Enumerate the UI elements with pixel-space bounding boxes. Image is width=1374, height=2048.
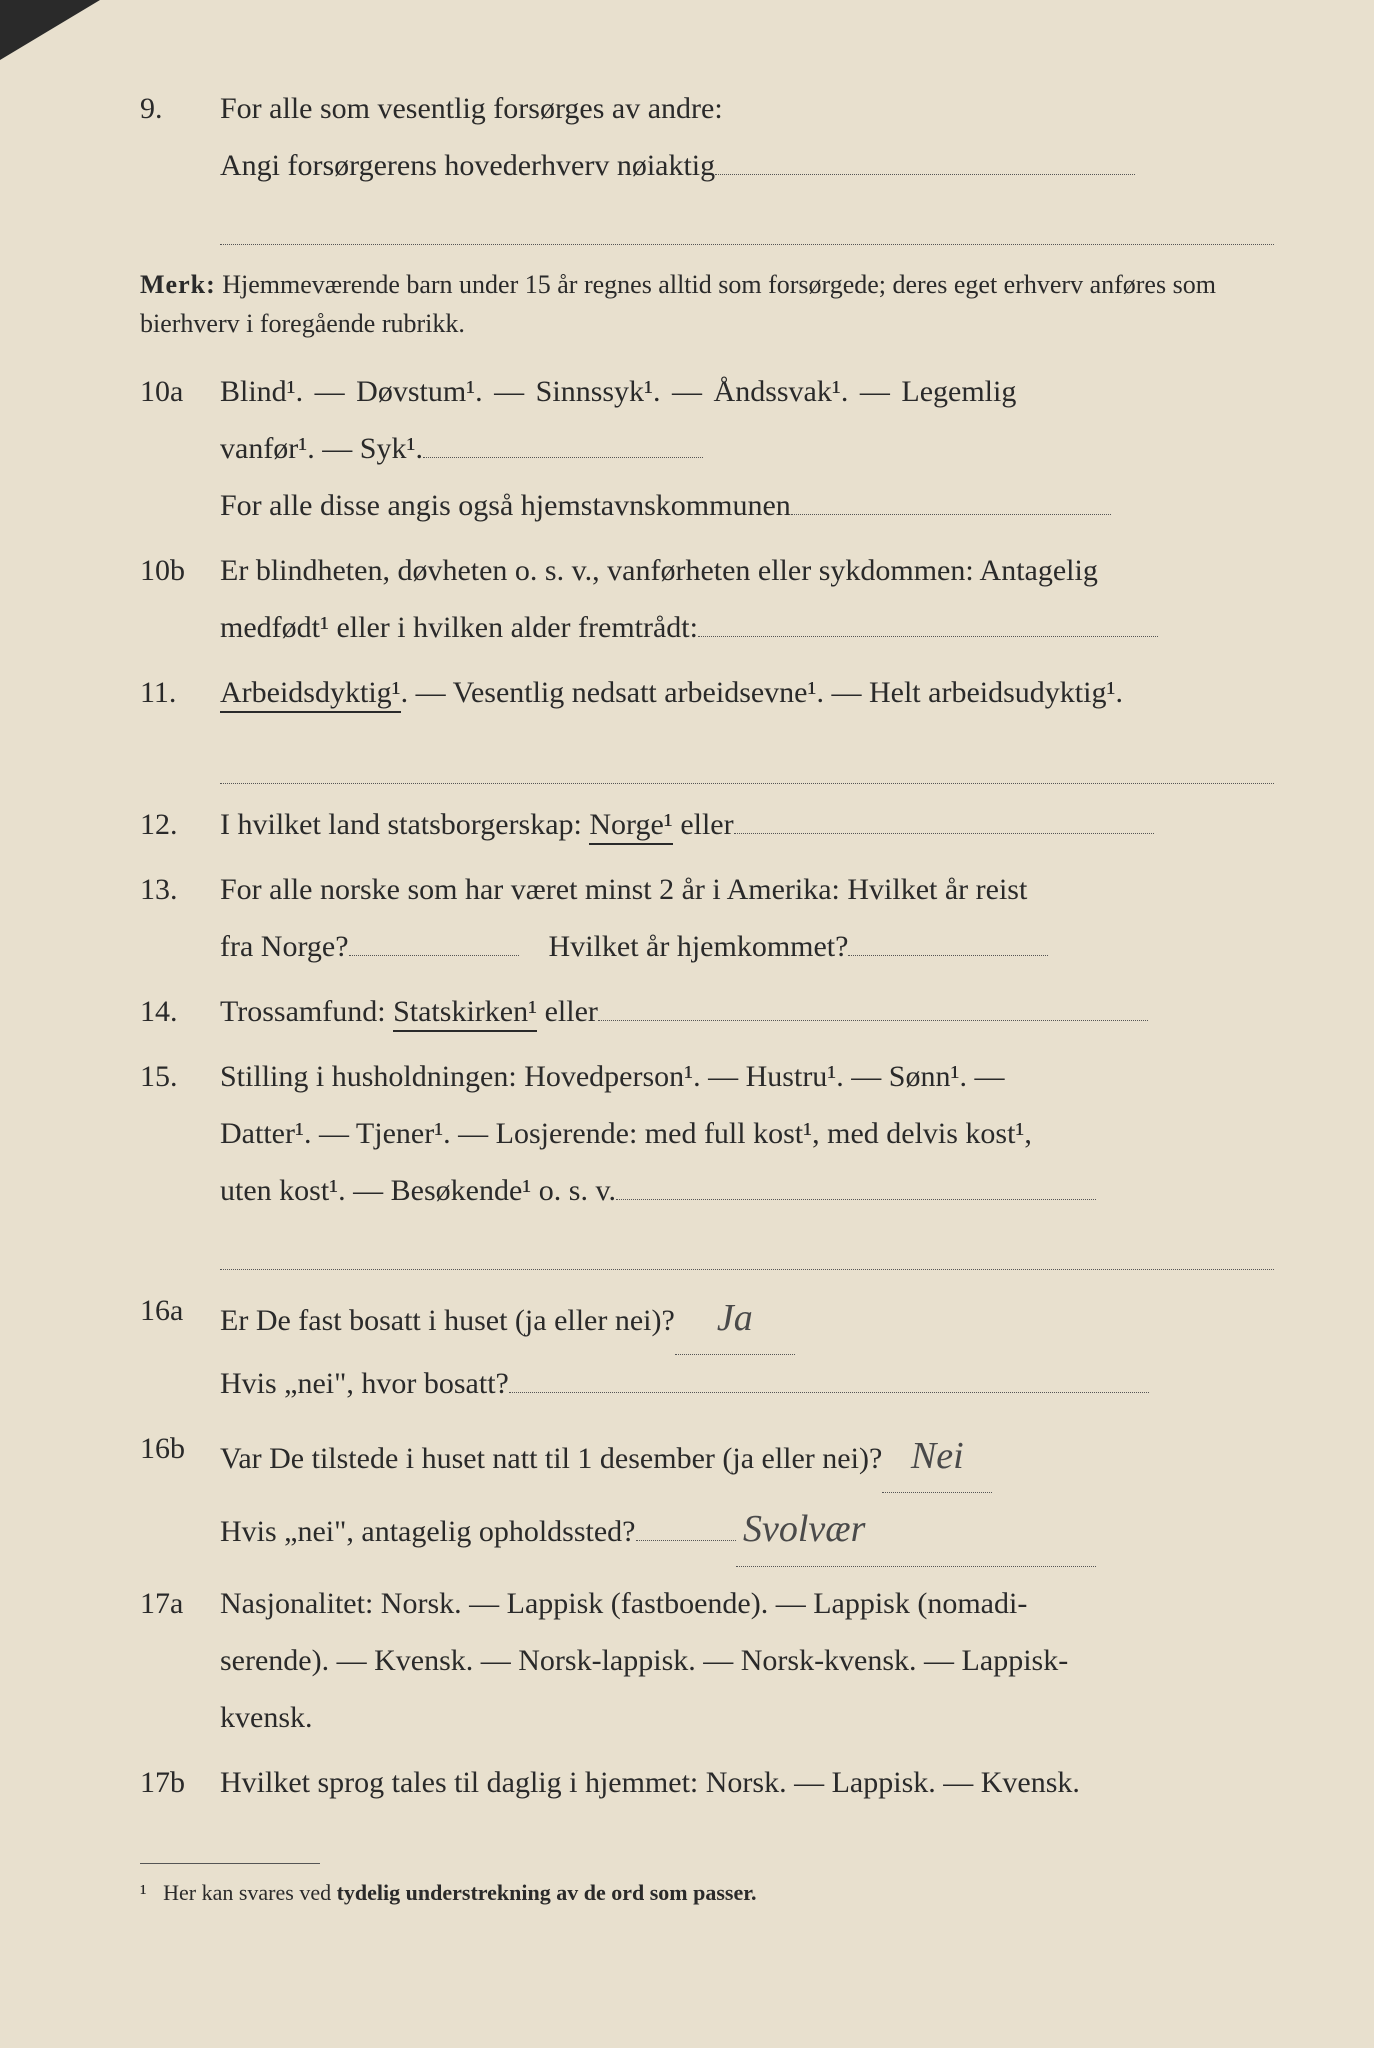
q15-blank-line[interactable]: [220, 1227, 1274, 1270]
q11-number: 11.: [140, 664, 220, 721]
q16b-answer1: Nei: [911, 1435, 964, 1477]
q12-text2: eller: [673, 808, 734, 841]
q10b-content: Er blindheten, døvheten o. s. v., vanfør…: [220, 542, 1274, 656]
q10a-number: 10a: [140, 363, 220, 534]
q13-line2: fra Norge? Hvilket år hjemkommet?: [220, 918, 1274, 975]
q16b-blank-pre[interactable]: [636, 1540, 736, 1541]
question-9: 9. For alle som vesentlig forsørges av a…: [140, 80, 1274, 194]
q16b-answer2-field[interactable]: Svolvær: [736, 1493, 1096, 1566]
q14-content: Trossamfund: Statskirken¹ eller: [220, 983, 1274, 1040]
q16b-line1: Var De tilstede i huset natt til 1 desem…: [220, 1420, 1274, 1493]
q15-content: Stilling i husholdningen: Hovedperson¹. …: [220, 1048, 1274, 1219]
q17b-number: 17b: [140, 1754, 220, 1811]
q16a-answer: Ja: [717, 1297, 753, 1339]
q15-number: 15.: [140, 1048, 220, 1219]
q16a-number: 16a: [140, 1282, 220, 1412]
q16a-line1: Er De fast bosatt i huset (ja eller nei)…: [220, 1282, 1274, 1355]
q9-line2: Angi forsørgerens hovederhverv nøiaktig: [220, 137, 1274, 194]
q14-text2: eller: [537, 995, 598, 1028]
q15-line1: Stilling i husholdningen: Hovedperson¹. …: [220, 1048, 1274, 1105]
q13-blank2[interactable]: [848, 955, 1048, 956]
footnote-text: Her kan svares ved tydelig understreknin…: [163, 1880, 756, 1905]
q10a-line3: For alle disse angis også hjemstavnskomm…: [220, 477, 1274, 534]
q12-selected[interactable]: Norge¹: [589, 808, 672, 845]
q11-blank-line[interactable]: [220, 741, 1274, 784]
q10a-content: Blind¹. — Døvstum¹. — Sinnssyk¹. — Åndss…: [220, 363, 1274, 534]
footnote: ¹ Her kan svares ved tydelig understrekn…: [140, 1851, 1274, 1914]
q11-content: Arbeidsdyktig¹. — Vesentlig nedsatt arbe…: [220, 664, 1274, 721]
question-16b: 16b Var De tilstede i huset natt til 1 d…: [140, 1420, 1274, 1566]
question-13: 13. For alle norske som har været minst …: [140, 861, 1274, 975]
q16b-number: 16b: [140, 1420, 220, 1566]
q13-blank1[interactable]: [349, 955, 519, 956]
question-10a: 10a Blind¹. — Døvstum¹. — Sinnssyk¹. — Å…: [140, 363, 1274, 534]
q16a-answer-field[interactable]: Ja: [675, 1282, 795, 1355]
q13-line1: For alle norske som har været minst 2 år…: [220, 861, 1274, 918]
q16b-answer1-field[interactable]: Nei: [882, 1420, 992, 1493]
q16a-line2: Hvis „nei", hvor bosatt?: [220, 1355, 1274, 1412]
q14-selected[interactable]: Statskirken¹: [393, 995, 537, 1032]
q10a-blank2[interactable]: [791, 514, 1111, 515]
question-16a: 16a Er De fast bosatt i huset (ja eller …: [140, 1282, 1274, 1412]
question-17b: 17b Hvilket sprog tales til daglig i hje…: [140, 1754, 1274, 1811]
q12-blank[interactable]: [734, 833, 1154, 834]
q12-content: I hvilket land statsborgerskap: Norge¹ e…: [220, 796, 1274, 853]
merk-label: Merk:: [140, 270, 216, 299]
q14-number: 14.: [140, 983, 220, 1040]
q16a-content: Er De fast bosatt i huset (ja eller nei)…: [220, 1282, 1274, 1412]
q13-number: 13.: [140, 861, 220, 975]
question-10b: 10b Er blindheten, døvheten o. s. v., va…: [140, 542, 1274, 656]
q12-number: 12.: [140, 796, 220, 853]
q10a-blank1[interactable]: [423, 457, 703, 458]
q10b-line2: medfødt¹ eller i hvilken alder fremtrådt…: [220, 599, 1274, 656]
note-merk: Merk: Hjemmeværende barn under 15 år reg…: [140, 265, 1274, 343]
q17a-line1: Nasjonalitet: Norsk. — Lappisk (fastboen…: [220, 1575, 1274, 1632]
q10b-number: 10b: [140, 542, 220, 656]
q10a-options: Blind¹. — Døvstum¹. — Sinnssyk¹. — Åndss…: [220, 363, 1274, 420]
q9-blank[interactable]: [715, 174, 1135, 175]
q10b-blank[interactable]: [698, 636, 1158, 637]
q16b-line2: Hvis „nei", antagelig opholdssted? Svolv…: [220, 1493, 1274, 1566]
question-12: 12. I hvilket land statsborgerskap: Norg…: [140, 796, 1274, 853]
q14-text1: Trossamfund:: [220, 995, 393, 1028]
q17a-content: Nasjonalitet: Norsk. — Lappisk (fastboen…: [220, 1575, 1274, 1746]
q9-number: 9.: [140, 80, 220, 194]
q16b-content: Var De tilstede i huset natt til 1 desem…: [220, 1420, 1274, 1566]
q10a-line2: vanfør¹. — Syk¹.: [220, 420, 1274, 477]
q13-content: For alle norske som har været minst 2 år…: [220, 861, 1274, 975]
footnote-rule: [140, 1863, 320, 1864]
q16b-answer2: Svolvær: [743, 1508, 865, 1550]
q17b-content: Hvilket sprog tales til daglig i hjemmet…: [220, 1754, 1274, 1811]
q9-content: For alle som vesentlig forsørges av andr…: [220, 80, 1274, 194]
q10b-line1: Er blindheten, døvheten o. s. v., vanfør…: [220, 542, 1274, 599]
q11-selected[interactable]: Arbeidsdyktig¹: [220, 676, 401, 713]
q17a-number: 17a: [140, 1575, 220, 1746]
census-form-page: 9. For alle som vesentlig forsørges av a…: [0, 0, 1374, 2048]
q14-blank[interactable]: [598, 1020, 1148, 1021]
q17a-line3: kvensk.: [220, 1689, 1274, 1746]
question-15: 15. Stilling i husholdningen: Hovedperso…: [140, 1048, 1274, 1219]
question-17a: 17a Nasjonalitet: Norsk. — Lappisk (fast…: [140, 1575, 1274, 1746]
footnote-marker: ¹: [140, 1880, 147, 1905]
merk-text: Hjemmeværende barn under 15 år regnes al…: [140, 270, 1216, 338]
q16a-blank[interactable]: [509, 1392, 1149, 1393]
question-14: 14. Trossamfund: Statskirken¹ eller: [140, 983, 1274, 1040]
q17a-line2: serende). — Kvensk. — Norsk-lappisk. — N…: [220, 1632, 1274, 1689]
q15-line3: uten kost¹. — Besøkende¹ o. s. v.: [220, 1162, 1274, 1219]
q9-line1: For alle som vesentlig forsørges av andr…: [220, 80, 1274, 137]
question-11: 11. Arbeidsdyktig¹. — Vesentlig nedsatt …: [140, 664, 1274, 721]
q12-text1: I hvilket land statsborgerskap:: [220, 808, 589, 841]
q15-blank[interactable]: [616, 1199, 1096, 1200]
q9-blank-line[interactable]: [220, 202, 1274, 245]
q15-line2: Datter¹. — Tjener¹. — Losjerende: med fu…: [220, 1105, 1274, 1162]
q11-rest: . — Vesentlig nedsatt arbeidsevne¹. — He…: [401, 676, 1123, 709]
